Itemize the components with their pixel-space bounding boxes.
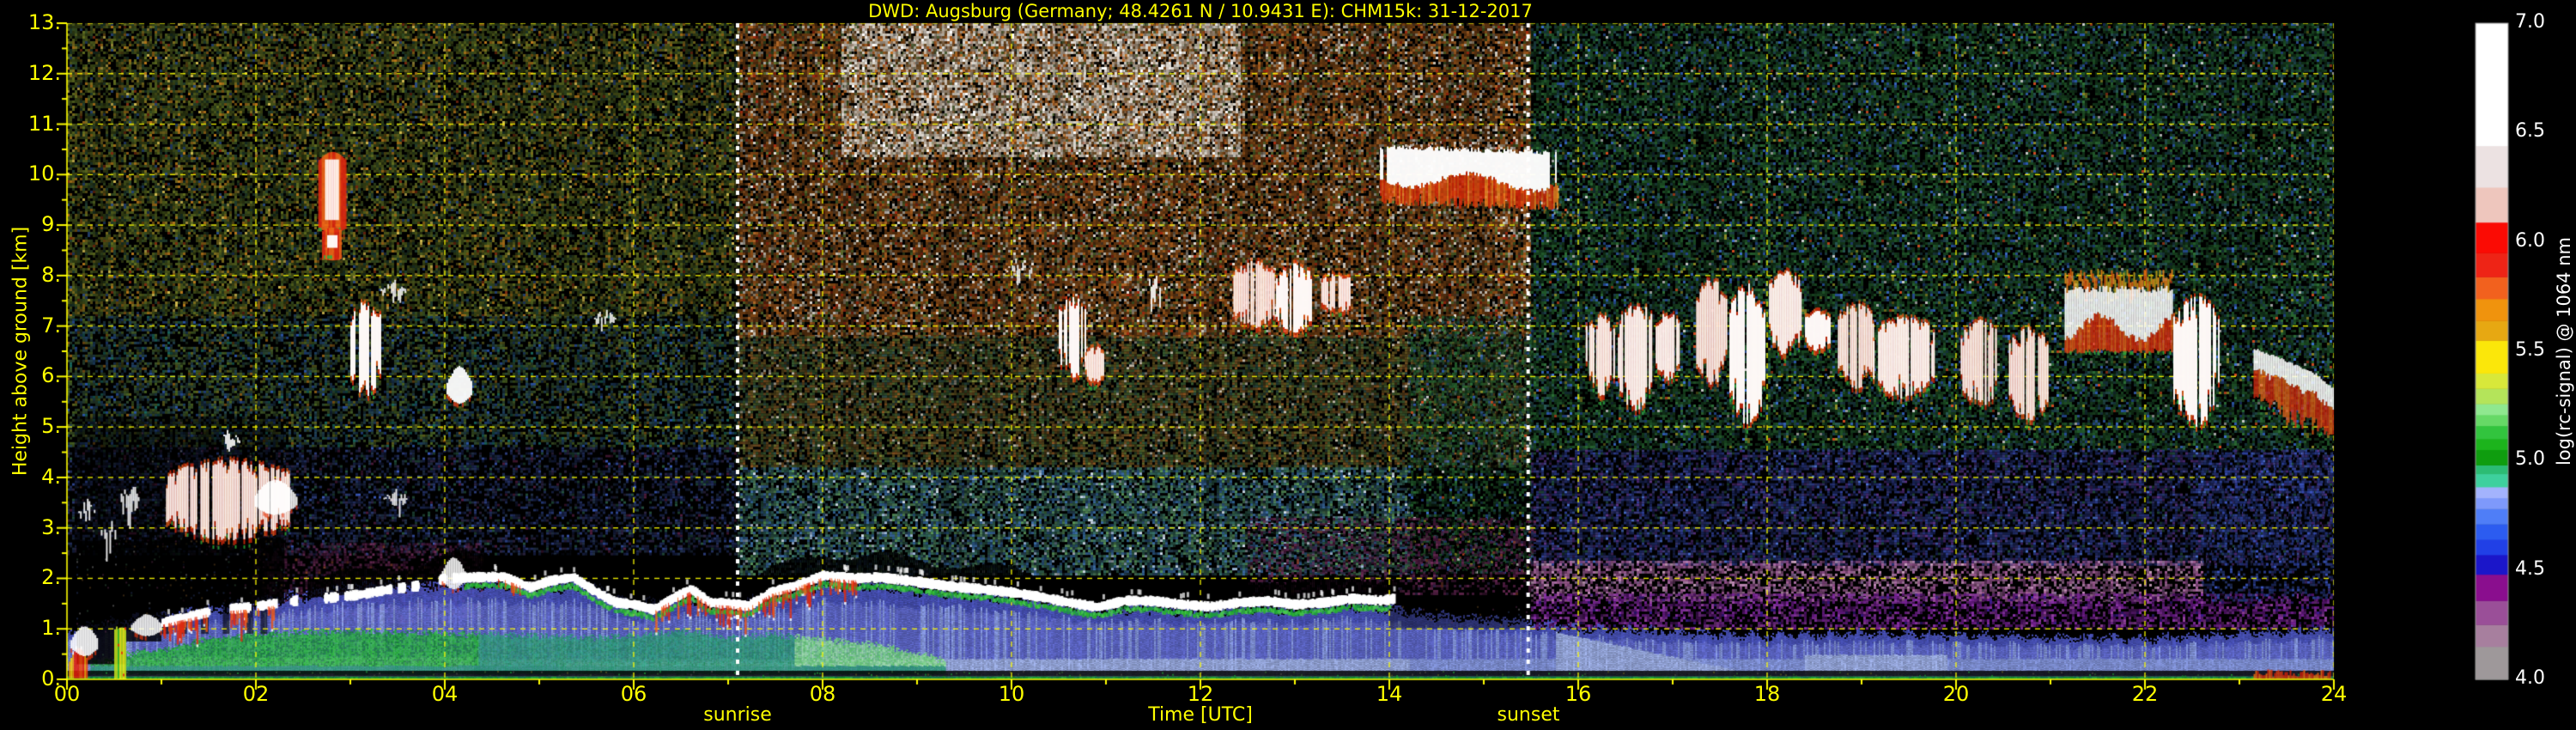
- colorbar-tick-label: 6.5: [2515, 120, 2545, 143]
- colorbar-tick-label: 4.0: [2515, 667, 2545, 689]
- y-tick-label: 1.: [41, 616, 61, 641]
- colorbar-tick-label: 4.5: [2515, 557, 2545, 580]
- sunrise-annotation: sunrise: [703, 704, 772, 726]
- y-tick-label: 5.: [41, 414, 61, 439]
- y-tick-label: 11.: [27, 111, 61, 136]
- x-tick-label: 08: [809, 682, 836, 706]
- x-tick-label: 14: [1376, 682, 1403, 706]
- x-tick-label: 22: [2131, 682, 2159, 706]
- y-tick-label: 0.: [41, 666, 61, 690]
- y-tick-label: 7.: [41, 313, 61, 338]
- y-tick-label: 6.: [41, 363, 61, 388]
- page-title: DWD: Augsburg (Germany; 48.4261 N / 10.9…: [868, 1, 1533, 21]
- y-tick-label: 13.: [27, 10, 61, 34]
- x-tick-label: 20: [1942, 682, 1970, 706]
- y-tick-label: 8.: [41, 262, 61, 287]
- y-tick-label: 4.: [41, 464, 61, 489]
- colorbar-tick-label: 6.0: [2515, 229, 2545, 252]
- y-tick-label: 3.: [41, 514, 61, 539]
- colorbar-tick-label: 5.5: [2515, 339, 2545, 361]
- x-tick-label: 00: [53, 682, 81, 706]
- sunset-annotation: sunset: [1497, 704, 1560, 726]
- y-tick-label: 12.: [27, 60, 61, 85]
- colorbar-tick-label: 7.0: [2515, 11, 2545, 33]
- x-tick-label: 16: [1564, 682, 1592, 706]
- x-tick-label: 18: [1753, 682, 1781, 706]
- x-tick-label: 04: [431, 682, 459, 706]
- y-tick-label: 10.: [27, 161, 61, 186]
- x-axis-label: Time [UTC]: [1148, 704, 1253, 726]
- x-tick-label: 02: [242, 682, 270, 706]
- y-tick-label: 9.: [41, 212, 61, 237]
- y-tick-label: 2.: [41, 565, 61, 590]
- x-tick-label: 12: [1187, 682, 1214, 706]
- x-tick-label: 10: [998, 682, 1025, 706]
- x-tick-label: 06: [620, 682, 647, 706]
- colorbar-tick-label: 5.0: [2515, 448, 2545, 471]
- x-tick-label: 24: [2320, 682, 2348, 706]
- colorbar-label: log(rc-signal) @ 1064 nm: [2554, 236, 2574, 466]
